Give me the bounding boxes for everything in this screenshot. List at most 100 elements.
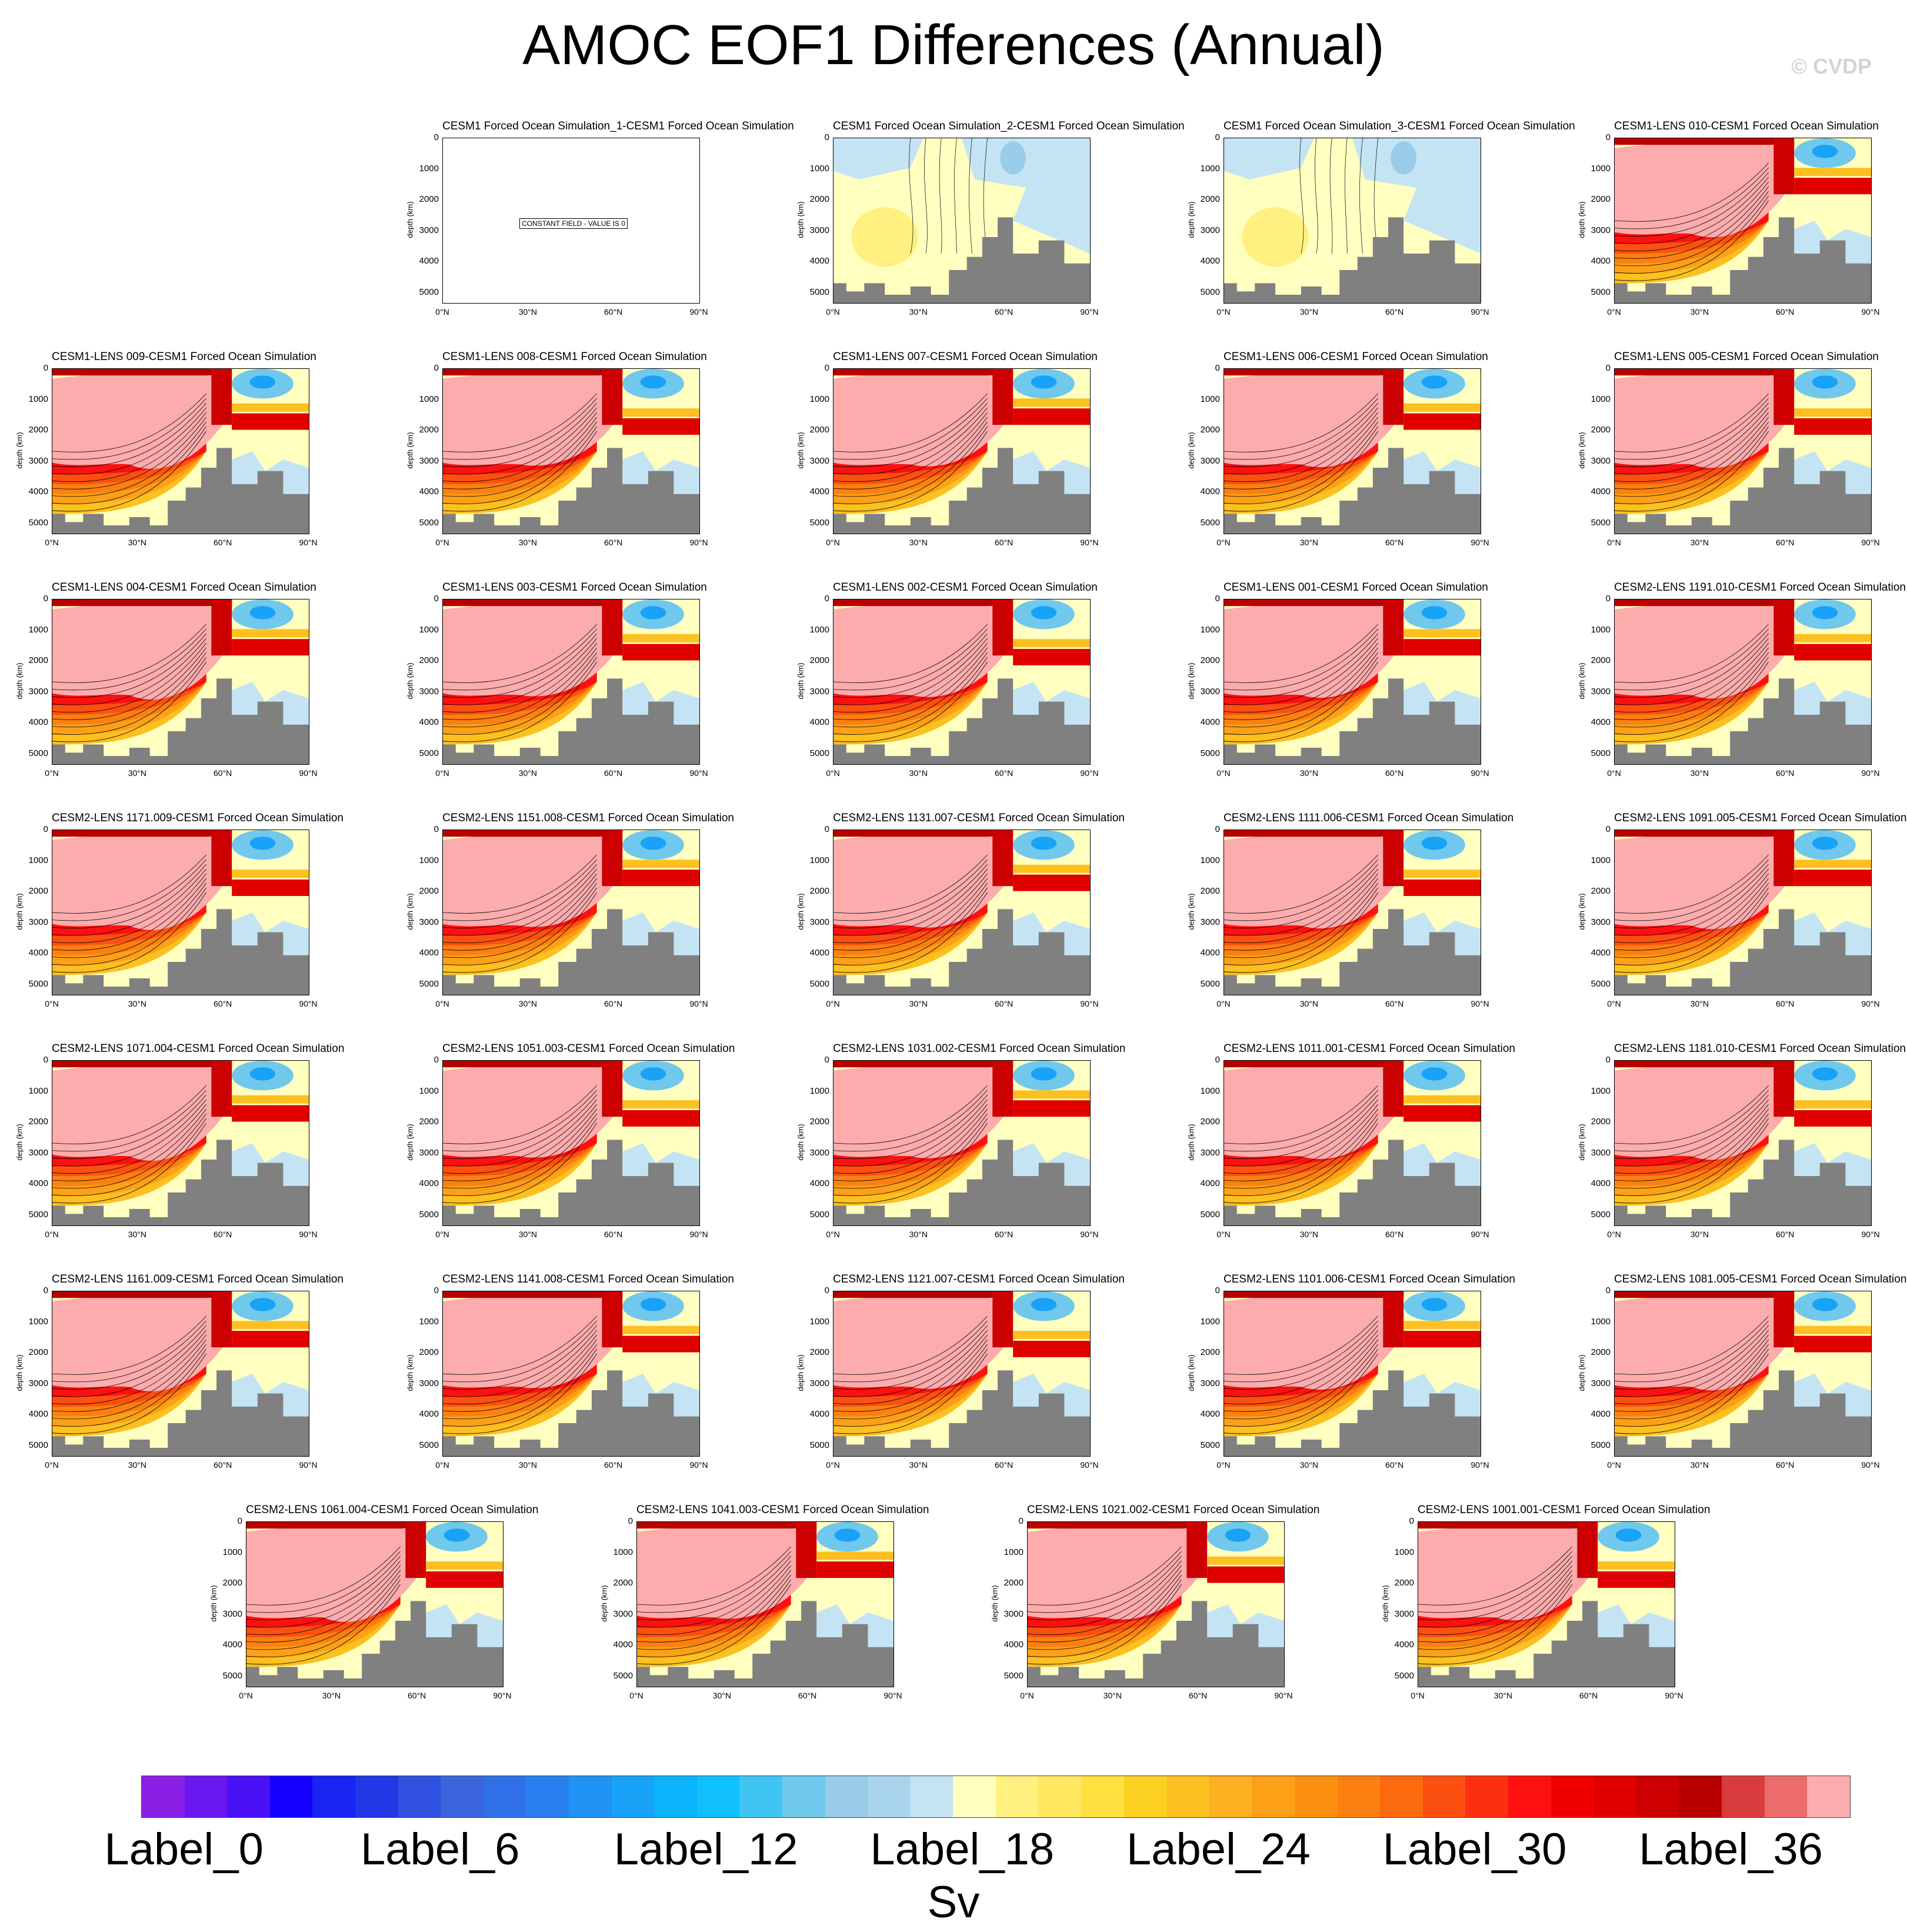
contour-line [1224, 1330, 1378, 1397]
y-tick-label: 0 [43, 1285, 48, 1295]
contour-line [246, 1555, 401, 1620]
overflow-edge [1794, 634, 1871, 642]
contour-line [443, 624, 597, 683]
high-lat-band [1773, 1291, 1795, 1348]
y-tick-label: 3000 [809, 917, 829, 927]
x-tick-label: 60°N [214, 1230, 232, 1239]
x-tick-label: 90°N [299, 1230, 318, 1239]
y-tick-label: 4000 [1591, 717, 1611, 727]
contour-line [1418, 1555, 1572, 1620]
y-tick-label: 4000 [1200, 1409, 1220, 1419]
contour-line [1615, 1108, 1769, 1181]
contour-line [1224, 878, 1378, 951]
contour-line [939, 138, 942, 254]
contour-field [443, 830, 699, 995]
high-lat-band [211, 1061, 232, 1117]
y-tick-label: 1000 [809, 1085, 829, 1096]
overflow-band [1013, 1100, 1090, 1117]
x-tick-label: 30°N [1690, 538, 1709, 547]
overflow-edge [1013, 864, 1090, 873]
contour-field [52, 1291, 309, 1456]
overflow-band [232, 1105, 309, 1122]
y-tick-label: 4000 [28, 717, 48, 727]
contour-line [1615, 1094, 1769, 1159]
contour-line [1224, 633, 1378, 698]
y-tick-label: 3000 [419, 917, 439, 927]
plot-area [1614, 830, 1872, 995]
panel-title: CESM1-LENS 002-CESM1 Forced Ocean Simula… [833, 581, 1098, 594]
y-tick-label: 4000 [809, 1178, 829, 1188]
contour-line [1224, 1113, 1378, 1189]
plot-area [833, 1291, 1091, 1457]
contour-line [1615, 864, 1769, 928]
contour-line [1615, 1353, 1769, 1434]
overflow-band [1207, 1566, 1284, 1583]
contour-line [1615, 426, 1769, 504]
y-tick-label: 5000 [28, 978, 48, 989]
negative-core [1812, 375, 1838, 389]
y-tick-label: 2000 [1591, 1117, 1611, 1127]
contour-line [1028, 1565, 1182, 1635]
amoc-panel: CESM1-LENS 002-CESM1 Forced Ocean Simula… [786, 581, 1131, 787]
panel-title: CESM2-LENS 1141.008-CESM1 Forced Ocean S… [442, 1273, 734, 1285]
x-tick-label: 90°N [1080, 1460, 1099, 1470]
y-tick-label: 3000 [1394, 1608, 1414, 1619]
contour-line [443, 652, 597, 728]
y-tick-label: 0 [237, 1516, 242, 1526]
colorbar-swatch [312, 1776, 355, 1817]
surface-band [1615, 830, 1795, 837]
y-tick-label: 5000 [222, 1670, 242, 1681]
bathymetry [52, 1370, 309, 1456]
positive-core [52, 1295, 229, 1392]
contour-line [52, 402, 206, 467]
y-tick-label: 3000 [28, 455, 48, 466]
contour-line [1224, 1339, 1378, 1412]
contour-line [52, 638, 206, 705]
y-tick-label: 2000 [1394, 1578, 1414, 1588]
bathymetry [834, 217, 1090, 303]
x-tick-label: 30°N [909, 768, 928, 778]
surface-band [52, 1061, 232, 1068]
positive-core [834, 1295, 1011, 1389]
overflow-band [816, 1561, 894, 1578]
contour-line [834, 887, 988, 965]
colorbar-swatch [184, 1776, 228, 1817]
contour-line [52, 652, 206, 728]
surface-band [52, 1291, 232, 1298]
negative-region [1352, 138, 1481, 254]
surface-band [52, 830, 232, 837]
panel-title: CESM1-LENS 010-CESM1 Forced Ocean Simula… [1614, 120, 1879, 132]
x-tick-label: 90°N [1080, 307, 1099, 317]
y-tick-label: 0 [434, 363, 439, 373]
bathymetry [1615, 678, 1871, 764]
contour-line [52, 1113, 206, 1189]
amoc-panel: CESM2-LENS 1051.003-CESM1 Forced Ocean S… [395, 1042, 740, 1248]
y-tick-label: 2000 [1591, 425, 1611, 435]
contour-line [443, 1108, 597, 1181]
contour-line [1224, 1320, 1378, 1383]
colorbar-swatch [995, 1776, 1039, 1817]
contour-line [1224, 638, 1378, 705]
y-tick-label: 1000 [809, 1316, 829, 1327]
amoc-panel: CESM2-LENS 1171.009-CESM1 Forced Ocean S… [5, 812, 349, 1018]
positive-cell [851, 207, 918, 267]
contour-line [954, 138, 957, 254]
colorbar-swatch [227, 1776, 270, 1817]
contour-line [52, 426, 206, 504]
x-tick-label: 30°N [518, 307, 537, 317]
contour-line [834, 1334, 988, 1405]
contour-line [1224, 868, 1378, 936]
y-tick-label: 2000 [809, 886, 829, 896]
contour-line [637, 1570, 791, 1643]
contour-line [1615, 628, 1769, 691]
y-tick-label: 2000 [28, 425, 48, 435]
x-tick-label: 60°N [604, 307, 623, 317]
x-tick-label: 60°N [604, 768, 623, 778]
figure-title: AMOC EOF1 Differences (Annual) [522, 14, 1385, 76]
x-tick-label: 0°N [1216, 1230, 1231, 1239]
contour-line [1418, 1574, 1572, 1650]
y-tick-label: 3000 [1591, 1378, 1611, 1388]
y-tick-label: 5000 [1200, 978, 1220, 989]
contour-line [1615, 1330, 1769, 1397]
x-tick-label: 0°N [1607, 768, 1621, 778]
